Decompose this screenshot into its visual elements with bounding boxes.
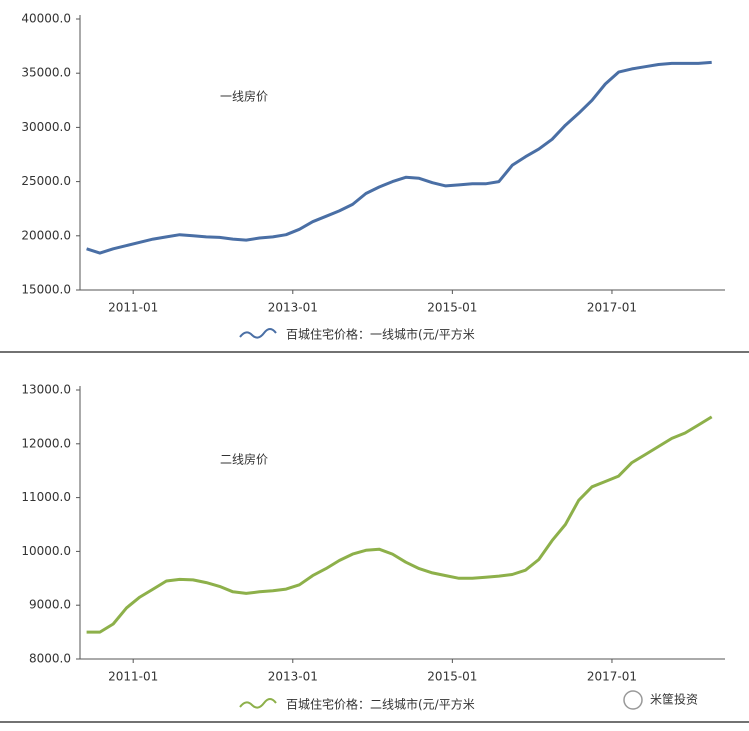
y-tick-label: 9000.0 bbox=[29, 598, 71, 612]
legend-swatch bbox=[239, 328, 277, 339]
x-tick-label: 2011-01 bbox=[108, 301, 158, 315]
y-tick-label: 35000.0 bbox=[21, 66, 71, 80]
x-tick-label: 2017-01 bbox=[587, 301, 637, 315]
y-tick-label: 40000.0 bbox=[21, 12, 71, 26]
watermark-icon bbox=[623, 690, 643, 710]
x-tick-label: 2015-01 bbox=[427, 670, 477, 684]
watermark: 米筐投资 bbox=[650, 692, 698, 707]
x-tick-label: 2011-01 bbox=[108, 670, 158, 684]
x-tick-label: 2015-01 bbox=[427, 301, 477, 315]
y-tick-label: 20000.0 bbox=[21, 228, 71, 242]
y-tick-label: 15000.0 bbox=[21, 283, 71, 297]
legend-label: 百城住宅价格：一线城市(元/平方米 bbox=[286, 327, 475, 342]
annotation: 一线房价 bbox=[220, 89, 268, 104]
y-tick-label: 12000.0 bbox=[21, 436, 71, 450]
y-tick-label: 25000.0 bbox=[21, 174, 71, 188]
data-line bbox=[86, 415, 713, 634]
y-tick-label: 11000.0 bbox=[21, 490, 71, 504]
data-line bbox=[86, 60, 712, 255]
annotation: 二线房价 bbox=[220, 452, 268, 467]
y-tick-label: 10000.0 bbox=[21, 544, 71, 558]
legend-label: 百城住宅价格：二线城市(元/平方米 bbox=[286, 697, 475, 712]
legend-swatch bbox=[239, 698, 277, 709]
y-tick-label: 30000.0 bbox=[21, 120, 71, 134]
y-tick-label: 8000.0 bbox=[29, 652, 71, 666]
x-tick-label: 2013-01 bbox=[268, 670, 318, 684]
x-tick-label: 2013-01 bbox=[268, 301, 318, 315]
y-tick-label: 13000.0 bbox=[21, 383, 71, 397]
x-tick-label: 2017-01 bbox=[587, 670, 637, 684]
